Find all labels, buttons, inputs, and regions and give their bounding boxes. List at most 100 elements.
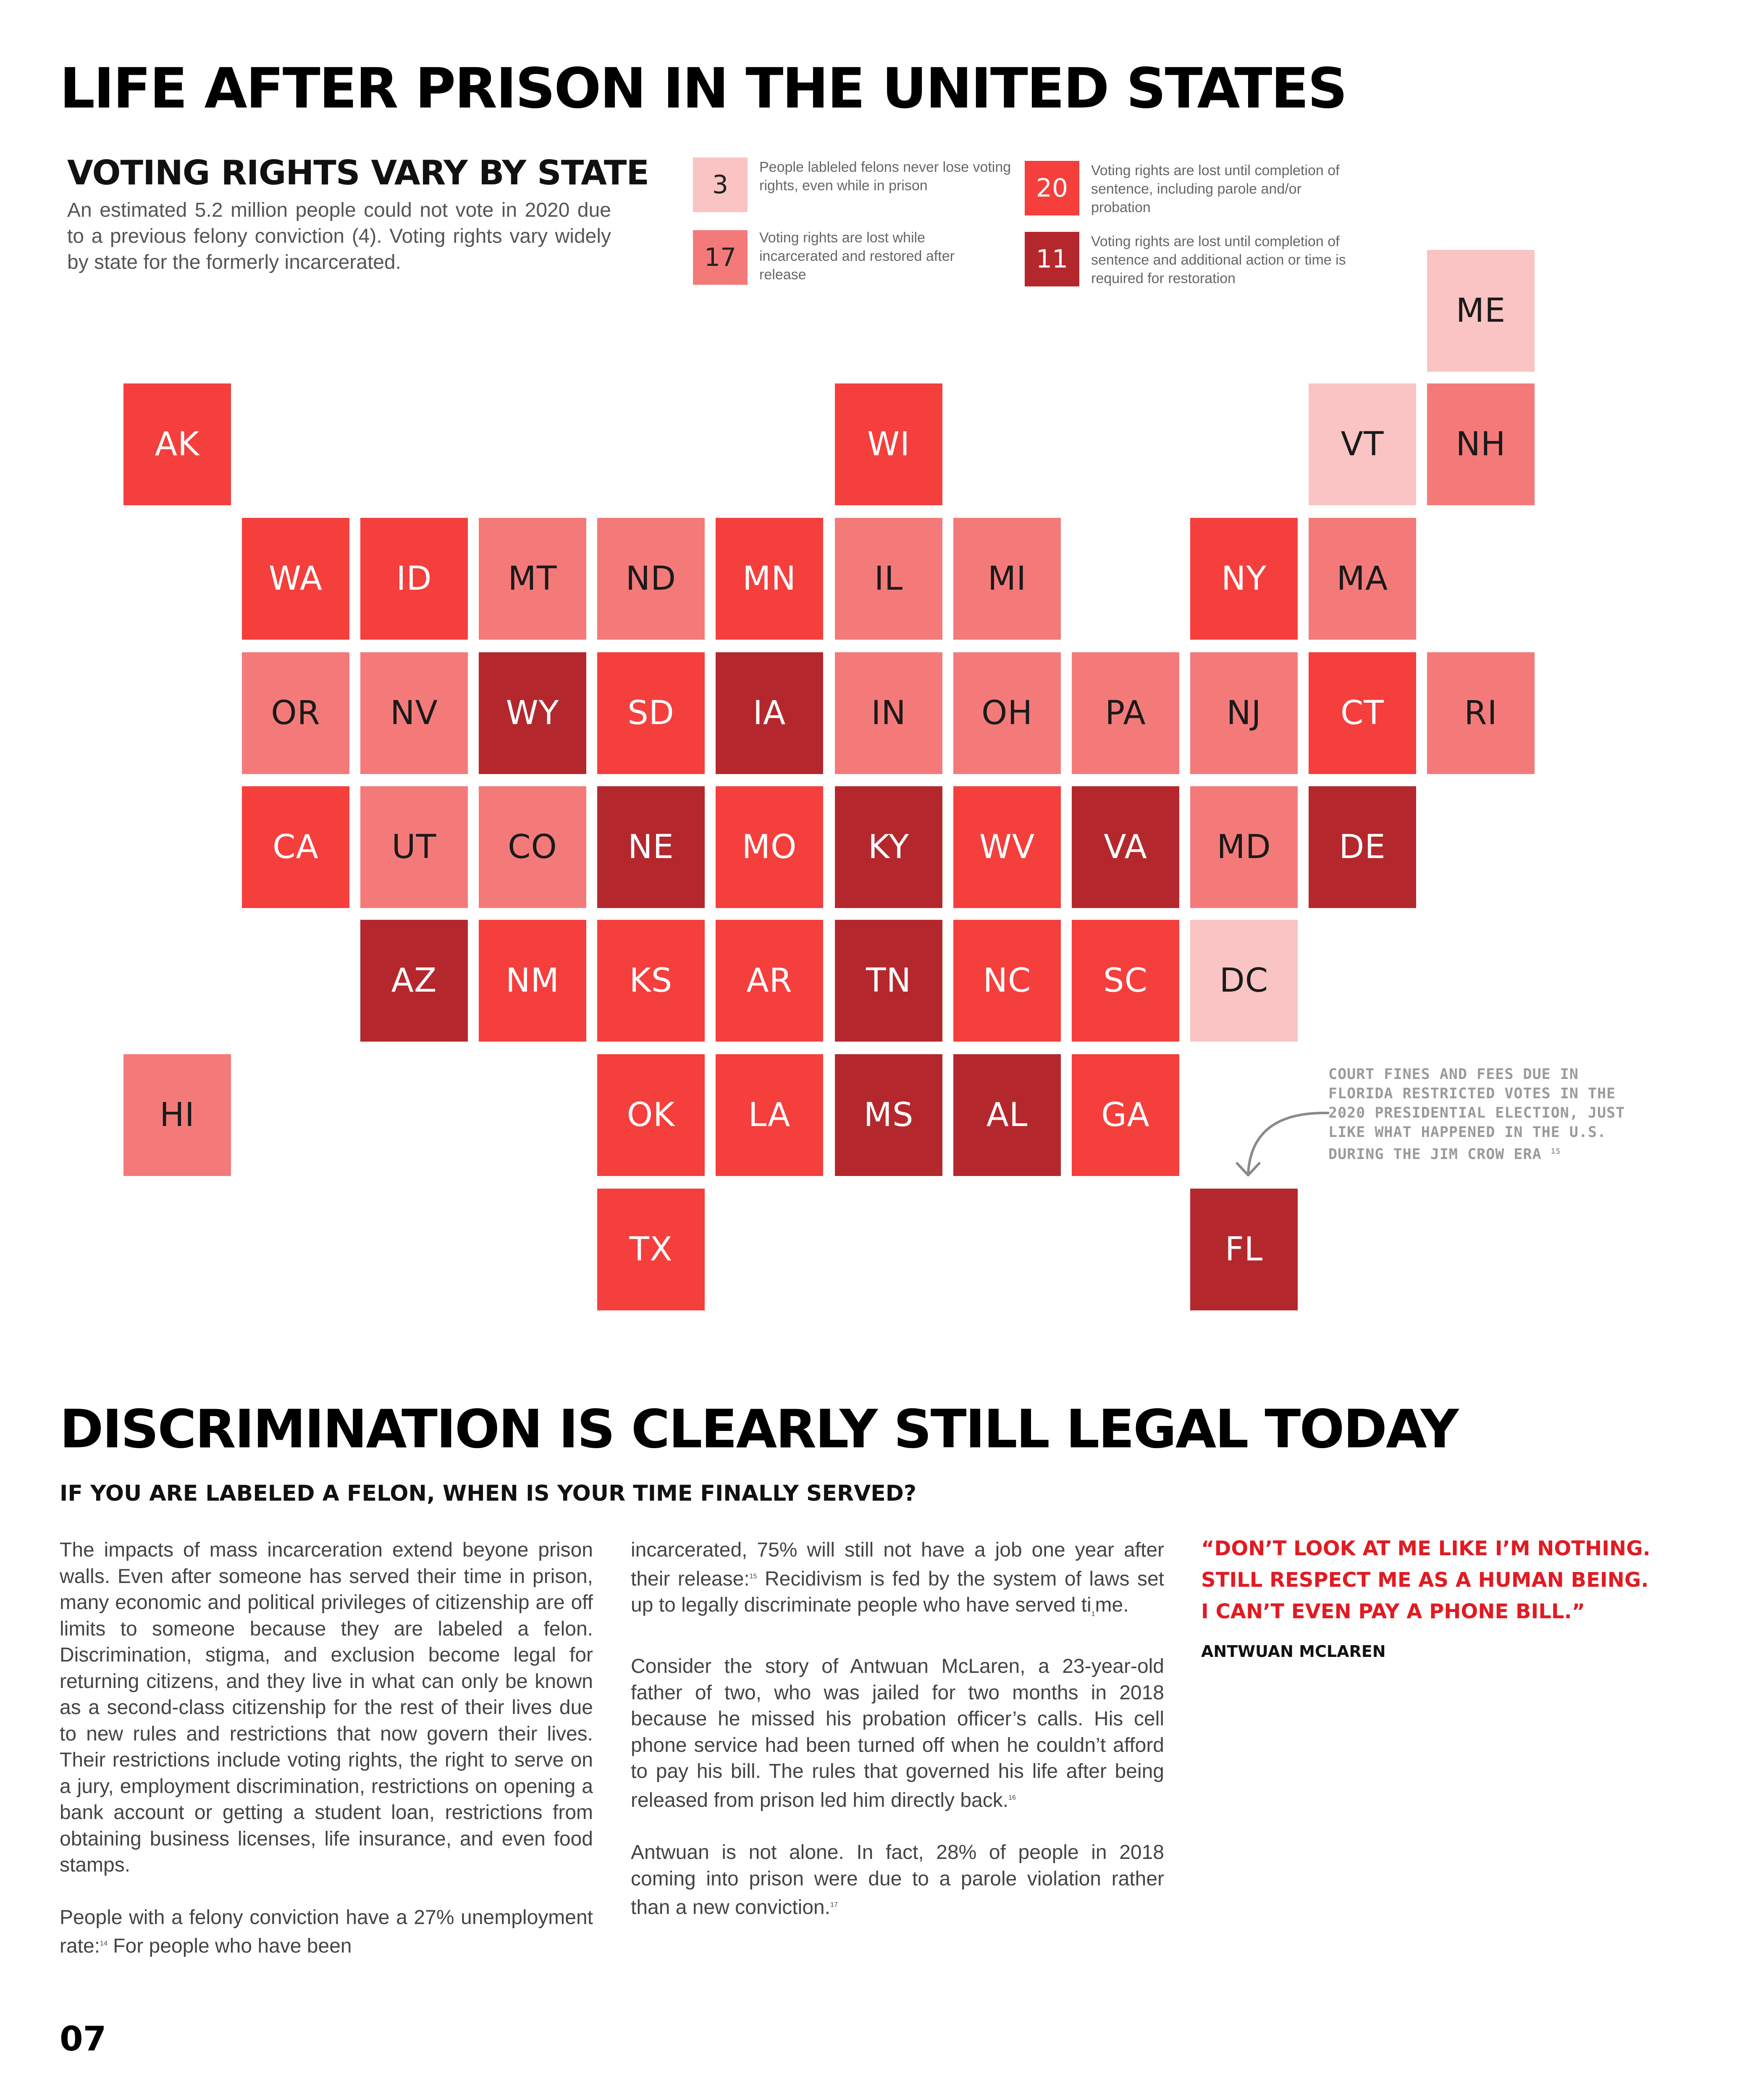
- state-tile-ks: KS: [597, 920, 705, 1042]
- state-label-il: IL: [874, 560, 903, 598]
- state-label-mi: MI: [987, 560, 1027, 598]
- state-tile-ct: CT: [1309, 652, 1416, 774]
- legend-swatch-incarceration-only: 17: [693, 230, 748, 285]
- state-label-id: ID: [396, 560, 432, 598]
- state-tile-nd: ND: [597, 518, 705, 640]
- legend-count-additional-action: 11: [1036, 244, 1068, 274]
- state-tile-or: OR: [242, 652, 349, 774]
- state-tile-ne: NE: [597, 786, 705, 908]
- body-text: People with a felony conviction have a 2…: [60, 1906, 593, 1958]
- state-label-or: OR: [271, 694, 320, 732]
- state-label-wv: WV: [979, 828, 1035, 866]
- body-paragraph: incarcerated, 75% will still not have a …: [631, 1537, 1164, 1628]
- state-label-mn: MN: [743, 560, 796, 598]
- footnote-ref: 17: [830, 1901, 838, 1909]
- florida-callout-arrow-icon: [1235, 1111, 1330, 1176]
- state-tile-dc: DC: [1190, 920, 1298, 1042]
- body-column-2: incarcerated, 75% will still not have a …: [631, 1537, 1164, 1921]
- state-label-va: VA: [1104, 828, 1147, 866]
- state-tile-in: IN: [835, 652, 942, 774]
- state-label-vt: VT: [1341, 425, 1384, 463]
- state-label-la: LA: [748, 1096, 791, 1134]
- footnote-ref: 14: [100, 1940, 108, 1947]
- legend-label-additional-action: Voting rights are lost until completion …: [1091, 234, 1346, 286]
- state-tile-ia: IA: [716, 652, 823, 774]
- body-text: For people who have been: [107, 1935, 352, 1957]
- footnote-ref: 16: [1008, 1794, 1016, 1801]
- state-label-ks: KS: [629, 962, 673, 1000]
- state-label-ut: UT: [391, 828, 437, 866]
- body-text: Consider the story of Antwuan McLaren, a…: [631, 1655, 1164, 1811]
- state-label-ca: CA: [273, 828, 319, 866]
- state-label-co: CO: [508, 828, 557, 866]
- state-tile-ri: RI: [1427, 652, 1535, 774]
- state-tile-ut: UT: [360, 786, 468, 908]
- state-tile-de: DE: [1309, 786, 1416, 908]
- state-label-ga: GA: [1101, 1096, 1150, 1134]
- state-tile-la: LA: [716, 1054, 823, 1176]
- state-label-wi: WI: [867, 425, 910, 463]
- body-text: Antwuan is not alone. In fact, 28% of pe…: [631, 1841, 1164, 1919]
- state-tile-ky: KY: [835, 786, 942, 908]
- state-tile-hi: HI: [123, 1054, 231, 1176]
- state-tile-nv: NV: [360, 652, 468, 774]
- legend-swatch-sentence-completion: 20: [1025, 161, 1079, 215]
- state-tile-md: MD: [1190, 786, 1298, 908]
- state-label-mo: MO: [742, 828, 797, 866]
- state-label-ms: MS: [863, 1096, 914, 1134]
- state-label-tx: TX: [629, 1231, 673, 1268]
- legend-count-sentence-completion: 20: [1036, 173, 1068, 203]
- voting-intro-text: An estimated 5.2 million people could no…: [67, 199, 611, 273]
- legend-count-never-lose: 3: [712, 170, 729, 200]
- state-label-fl: FL: [1225, 1231, 1263, 1268]
- state-tile-ny: NY: [1190, 518, 1298, 640]
- state-tile-mn: MN: [716, 518, 823, 640]
- state-label-al: AL: [986, 1096, 1028, 1134]
- stray-mark: 1: [1091, 1610, 1095, 1618]
- state-label-sd: SD: [627, 694, 674, 732]
- state-label-ar: AR: [746, 962, 792, 1000]
- state-label-de: DE: [1339, 828, 1386, 866]
- state-label-pa: PA: [1105, 694, 1146, 732]
- state-label-nv: NV: [390, 694, 438, 732]
- state-label-nc: NC: [983, 962, 1031, 1000]
- state-label-wy: WY: [506, 694, 559, 732]
- state-tile-ca: CA: [242, 786, 349, 908]
- pull-quote-author: ANTWUAN MCLAREN: [1201, 1642, 1386, 1661]
- state-tile-az: AZ: [360, 920, 468, 1042]
- state-tile-sc: SC: [1072, 920, 1179, 1042]
- body-text: me.: [1095, 1594, 1129, 1616]
- state-tile-al: AL: [953, 1054, 1061, 1176]
- state-tile-wi: WI: [835, 383, 942, 505]
- voting-section-title: VOTING RIGHTS VARY BY STATE: [67, 153, 649, 192]
- state-tile-mo: MO: [716, 786, 823, 908]
- legend-swatch-never-lose: 3: [693, 158, 748, 212]
- pull-quote-line: “DON’T LOOK AT ME LIKE I’M NOTHING.: [1201, 1537, 1650, 1560]
- state-label-ak: AK: [155, 425, 200, 463]
- state-label-nh: NH: [1456, 425, 1506, 463]
- state-tile-pa: PA: [1072, 652, 1179, 774]
- state-tile-ok: OK: [597, 1054, 705, 1176]
- state-tile-id: ID: [360, 518, 468, 640]
- body-paragraph: The impacts of mass incarceration extend…: [60, 1539, 593, 1876]
- body-paragraph: Consider the story of Antwuan McLaren, a…: [631, 1654, 1164, 1814]
- state-label-oh: OH: [981, 694, 1033, 732]
- state-label-ok: OK: [627, 1096, 675, 1134]
- florida-annotation-footnote: 15: [1551, 1147, 1561, 1156]
- legend-count-incarceration-only: 17: [704, 243, 737, 272]
- state-label-nm: NM: [506, 962, 559, 1000]
- state-tile-wy: WY: [479, 652, 586, 774]
- state-tile-mi: MI: [953, 518, 1061, 640]
- state-tile-ar: AR: [716, 920, 823, 1042]
- state-label-ia: IA: [753, 694, 786, 732]
- state-tile-nj: NJ: [1190, 652, 1298, 774]
- state-label-sc: SC: [1103, 962, 1148, 1000]
- discrimination-title: DISCRIMINATION IS CLEARLY STILL LEGAL TO…: [60, 1398, 1459, 1460]
- state-tile-vt: VT: [1309, 383, 1416, 505]
- state-tile-ma: MA: [1309, 518, 1416, 640]
- state-tile-nh: NH: [1427, 383, 1535, 505]
- body-text: Recidivism is fed by the system of laws …: [631, 1567, 1164, 1617]
- pull-quote-line: STILL RESPECT ME AS A HUMAN BEING.: [1201, 1568, 1649, 1592]
- state-tile-me: ME: [1427, 250, 1535, 372]
- state-tile-oh: OH: [953, 652, 1061, 774]
